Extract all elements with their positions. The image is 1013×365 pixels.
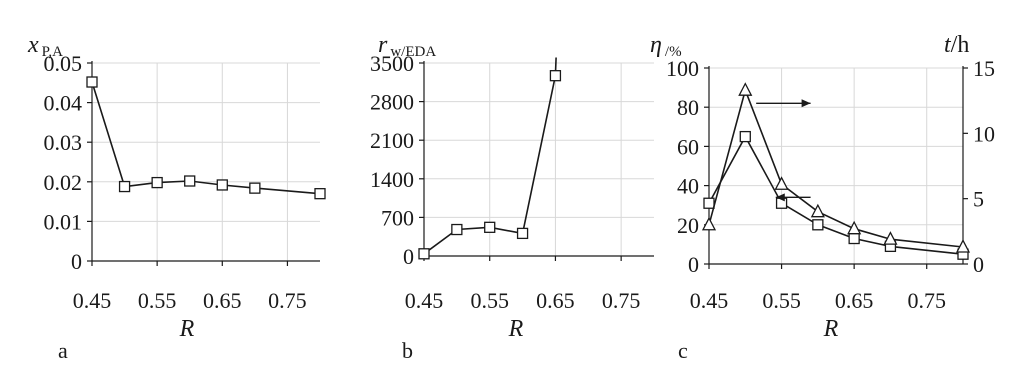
y-tick-label: 1400 [370, 167, 414, 192]
data-point-square [703, 197, 715, 209]
data-point-triangle [955, 239, 971, 253]
x-axis-label: R [823, 316, 839, 342]
y-tick-label: 80 [677, 95, 699, 120]
series-line-triangle [708, 87, 964, 248]
y-tick-label: 0.03 [44, 130, 83, 155]
y-tick-label: 40 [677, 174, 699, 199]
chart-panel-c: 0 20 40 60 80 100 0 5 10 15 0.45 0.55 0.65 0.75 η/% t/h… [650, 32, 995, 363]
panel-label: a [58, 338, 68, 363]
x-tick-label: 0.65 [203, 288, 242, 313]
data-point-square [118, 180, 131, 193]
panel-label: c [678, 338, 688, 363]
y-tick-label: 0.02 [44, 170, 83, 195]
y-axis-label: η/% [650, 32, 682, 60]
x-tick-label: 0.55 [470, 288, 509, 313]
y-tick-label: 60 [677, 134, 699, 159]
y2-tick-label: 10 [973, 121, 995, 146]
y-tick-label: 0.05 [44, 51, 83, 76]
y2-tick-label: 15 [973, 56, 995, 81]
data-point-triangle [847, 220, 862, 235]
y-tick-label: 2100 [370, 128, 414, 153]
x-tick-label: 0.65 [835, 288, 874, 313]
y-tick-label: 0 [71, 249, 82, 274]
y-axis-label: r w/EDA [378, 32, 436, 60]
arrow-left-head [775, 193, 785, 202]
x-tick-label: 0.75 [268, 288, 307, 313]
x-tick-label: 0.55 [138, 288, 177, 313]
x-tick-label: 0.45 [690, 288, 729, 313]
data-point-square [184, 175, 196, 187]
series-line-square [91, 81, 321, 195]
data-point-square [418, 248, 430, 260]
data-point-triangle [774, 176, 789, 190]
data-point-square [314, 188, 326, 200]
data-point-square [812, 219, 824, 231]
data-point-square [848, 232, 860, 245]
chart-panel-a: 0 0.01 0.02 0.03 0.04 0.05 0.45 0.55 0.65 0.75 x P,… [27, 32, 326, 363]
y-tick-label: 2800 [370, 90, 414, 115]
data-point-square [86, 76, 98, 88]
x-tick-label: 0.65 [536, 288, 575, 313]
x-tick-label: 0.75 [907, 288, 946, 313]
series-line-square [708, 134, 964, 255]
panel-label: b [402, 338, 413, 363]
x-axis-label: R [508, 316, 524, 342]
arrow-right-head [801, 99, 811, 108]
x-tick-label: 0.55 [762, 288, 801, 313]
chart-panel-b: 0 700 1400 2100 2800 3500 0.45 0.55 0.65 0.75 r w/E… [370, 32, 654, 363]
y-tick-label: 0.04 [44, 91, 83, 116]
data-point-square [451, 223, 463, 236]
data-point-square [249, 182, 261, 194]
data-point-square [216, 179, 228, 191]
data-point-square [516, 227, 529, 240]
y2-tick-label: 5 [973, 187, 984, 212]
y-tick-label: 3500 [370, 51, 414, 76]
data-point-square [549, 70, 562, 82]
x-tick-label: 0.45 [405, 288, 444, 313]
y2-tick-label: 0 [973, 252, 984, 277]
y-axis-label: x P,A [27, 32, 63, 60]
y2-axis-label: t/h [944, 32, 969, 58]
data-point-triangle [810, 203, 825, 218]
data-point-square [739, 130, 751, 143]
x-axis-label: R [179, 316, 195, 342]
data-point-triangle [738, 82, 753, 96]
y-tick-label: 0 [688, 252, 699, 277]
y-tick-label: 700 [381, 205, 414, 230]
x-tick-label: 0.75 [602, 288, 641, 313]
data-point-square [484, 221, 496, 233]
y-tick-label: 0.01 [44, 209, 83, 234]
data-point-triangle [701, 216, 717, 231]
y-tick-label: 0 [403, 244, 414, 269]
data-point-square [151, 176, 163, 189]
y-tick-label: 100 [666, 56, 699, 81]
x-tick-label: 0.45 [73, 288, 112, 313]
data-point-triangle [883, 231, 898, 245]
y-tick-label: 20 [677, 213, 699, 238]
